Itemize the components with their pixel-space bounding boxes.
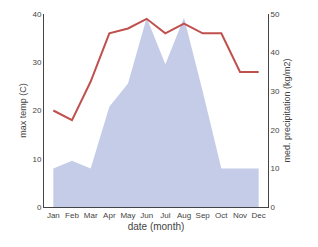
svg-text:med. precipitation (kg/m2): med. precipitation (kg/m2) xyxy=(282,58,292,162)
svg-text:40: 40 xyxy=(32,10,41,19)
svg-text:10: 10 xyxy=(271,164,280,173)
svg-text:date (month): date (month) xyxy=(128,221,185,232)
svg-text:Aug: Aug xyxy=(177,211,191,220)
svg-text:Apr: Apr xyxy=(103,211,116,220)
svg-text:max temp (C): max temp (C) xyxy=(18,83,28,138)
svg-text:30: 30 xyxy=(271,87,280,96)
svg-text:Mar: Mar xyxy=(84,211,98,220)
svg-text:20: 20 xyxy=(271,126,280,135)
svg-text:40: 40 xyxy=(271,48,280,57)
svg-text:Jul: Jul xyxy=(160,211,170,220)
svg-text:0: 0 xyxy=(37,203,42,212)
svg-text:20: 20 xyxy=(32,106,41,115)
svg-text:Nov: Nov xyxy=(233,211,247,220)
svg-text:Dec: Dec xyxy=(252,211,266,220)
svg-text:May: May xyxy=(120,211,135,220)
svg-text:Jan: Jan xyxy=(47,211,60,220)
svg-text:10: 10 xyxy=(32,155,41,164)
svg-text:Oct: Oct xyxy=(215,211,228,220)
svg-text:Sep: Sep xyxy=(196,211,211,220)
svg-text:50: 50 xyxy=(271,10,280,19)
svg-text:Jun: Jun xyxy=(140,211,153,220)
svg-text:Feb: Feb xyxy=(65,211,79,220)
svg-text:0: 0 xyxy=(271,203,276,212)
svg-text:30: 30 xyxy=(32,58,41,67)
